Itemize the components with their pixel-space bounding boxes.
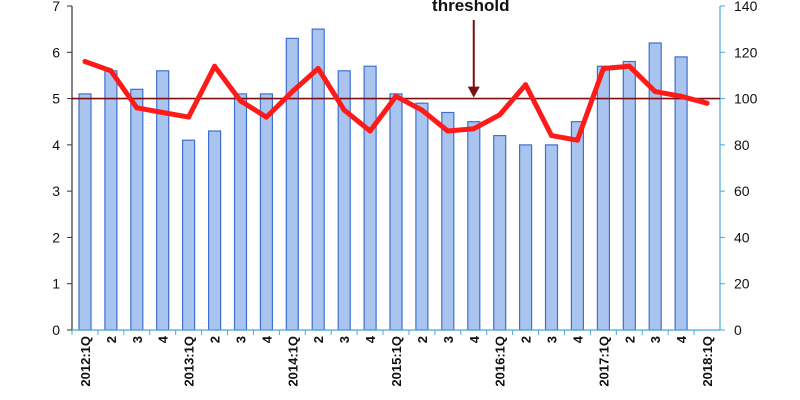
line-point (315, 66, 321, 71)
x-axis-ticks: 2012:1Q 2 3 4 2013:1Q 2 3 4 2014:1Q 2 3 4 2015:1Q 2 3 4… (71, 330, 715, 387)
left-tick-label: 5 (52, 91, 60, 107)
x-tick-label: 3 (545, 336, 560, 343)
left-tick-label: 1 (52, 276, 60, 292)
bar (570, 121, 585, 331)
x-tick-label: 2013:1Q (182, 336, 197, 387)
line-point (704, 100, 710, 106)
line-point (549, 133, 554, 139)
line-point (626, 63, 632, 69)
bar (467, 121, 481, 331)
x-tick-label: 2016:1Q (493, 336, 508, 387)
right-tick-label: 20 (734, 276, 750, 292)
bar (389, 93, 403, 331)
line-point (445, 128, 451, 134)
threshold-label: threshold (432, 0, 509, 15)
bar-series (78, 28, 688, 331)
x-tick-label: 2017:1Q (596, 336, 611, 387)
bar (182, 139, 196, 331)
right-tick-label: 40 (734, 229, 750, 245)
line-point (186, 114, 192, 120)
left-tick-label: 6 (52, 44, 60, 60)
bar (285, 37, 299, 331)
right-tick-label: 80 (734, 137, 750, 153)
left-tick-label: 2 (52, 229, 60, 245)
bar (259, 93, 273, 331)
x-tick-label: 4 (363, 335, 378, 343)
x-tick-label: 2015:1Q (389, 336, 404, 387)
line-point (678, 93, 684, 99)
line-point (82, 59, 88, 64)
x-tick-label: 2014:1Q (285, 336, 300, 387)
line-point (212, 63, 218, 69)
line-series (82, 59, 710, 143)
right-axis-ticks: 0 20 40 60 80 100 120 140 (720, 0, 758, 338)
left-tick-label: 3 (52, 183, 60, 199)
line-point (289, 89, 295, 95)
left-tick-label: 0 (52, 322, 60, 338)
line-point (108, 68, 114, 74)
left-tick-label: 4 (52, 137, 60, 153)
bar (130, 88, 144, 331)
bar (596, 65, 611, 331)
x-tick-label: 4 (467, 335, 482, 343)
bar (415, 102, 429, 331)
left-axis-ticks: 0 1 2 3 4 5 6 7 (52, 0, 72, 338)
bar (78, 93, 92, 331)
bar (208, 130, 222, 331)
x-tick-label: 2 (104, 336, 119, 343)
line-point (341, 107, 347, 113)
line-point (419, 107, 425, 113)
x-tick-label: 2 (311, 336, 326, 343)
bar (622, 60, 636, 331)
right-tick-label: 0 (734, 322, 742, 338)
right-tick-label: 60 (734, 183, 750, 199)
line-point (523, 82, 529, 88)
x-tick-label: 3 (441, 336, 456, 343)
bar (363, 65, 377, 331)
line-point (600, 66, 606, 71)
right-tick-label: 120 (734, 44, 758, 60)
x-tick-label: 3 (648, 336, 663, 343)
line-point (238, 98, 243, 104)
x-tick-label: 2 (622, 336, 637, 343)
bar (544, 144, 559, 331)
line-point (367, 128, 373, 134)
bar (441, 111, 455, 331)
line-point (393, 93, 399, 99)
x-tick-label: 3 (130, 336, 145, 343)
line-point (574, 137, 580, 143)
bar (493, 135, 507, 331)
threshold-arrowhead (467, 86, 480, 98)
left-tick-label: 7 (52, 0, 60, 14)
line-point (497, 112, 503, 118)
x-tick-label: 2 (415, 336, 430, 343)
x-tick-label: 2012:1Q (78, 336, 93, 387)
bar (518, 144, 533, 331)
x-tick-label: 4 (570, 335, 585, 343)
axes (71, 6, 721, 331)
line-point (134, 105, 140, 111)
x-tick-label: 2 (208, 336, 223, 343)
line-point (471, 126, 477, 132)
right-tick-label: 100 (734, 91, 758, 107)
x-tick-label: 3 (233, 336, 248, 343)
line-point (263, 114, 269, 120)
x-tick-label: 2 (519, 336, 534, 343)
x-tick-label: 4 (156, 335, 171, 343)
x-tick-label: 4 (674, 335, 689, 343)
x-tick-label: 3 (337, 336, 352, 343)
bar (104, 70, 118, 331)
line-point (652, 89, 658, 95)
right-tick-label: 140 (734, 0, 758, 14)
bar (233, 93, 248, 331)
x-tick-label: 2018:1Q (700, 336, 715, 387)
x-tick-label: 4 (259, 335, 274, 343)
line-point (160, 110, 166, 115)
